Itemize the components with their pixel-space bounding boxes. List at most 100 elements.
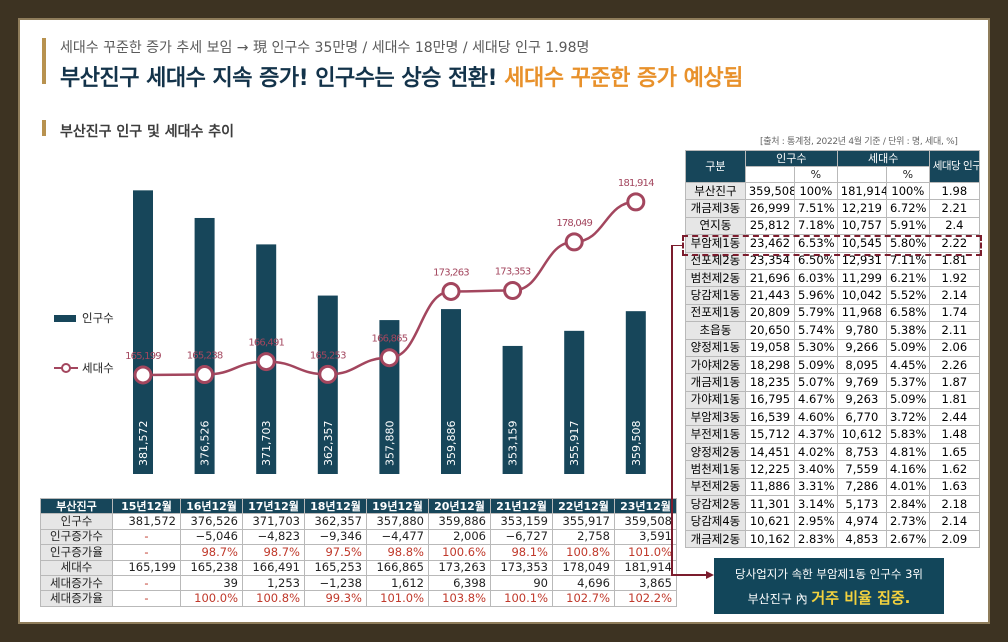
district-cell: 8,753 [836,442,887,462]
district-name: 가야제1동 [685,390,746,410]
population-bar-label: 376,526 [199,421,212,467]
table-cell: −9,346 [304,528,367,546]
table-cell: 173,263 [428,559,491,576]
table-cell: - [112,574,181,592]
district-cell: 5.37% [885,373,930,392]
district-cell: 2.4 [928,216,981,236]
district-cell: 4.16% [885,460,930,479]
district-cell: 25,812 [744,216,796,236]
district-cell: 5.80% [885,234,930,253]
table-cell: −1,238 [304,574,367,592]
row-label: 인구증가수 [40,528,113,546]
district-cell: 11,301 [744,495,796,514]
trend-table: 부산진구 15년12월 16년12월 17년12월 18년12월 19년12월 20년12월… [40,497,677,607]
table-cell: 359,886 [428,513,491,530]
district-cell: 4.45% [885,355,930,375]
district-cell: 2.73% [885,512,930,531]
district-cell: 3.40% [794,460,838,479]
district-cell: 11,968 [836,303,887,323]
district-row: 당감제4동 10,621 2.95% 4,974 2.73% 2.14 [685,512,981,531]
table-cell: 2,006 [428,528,491,546]
district-cell: 3.31% [794,477,838,497]
table-cell: 101.0% [366,590,429,607]
district-cell: 4,853 [836,529,887,549]
district-cell: 18,298 [744,355,796,375]
district-cell: 2.67% [885,529,930,549]
population-bar [441,309,461,474]
table-cell: 3,865 [614,574,677,592]
district-cell: 5.09% [794,355,838,375]
district-cell: 7.11% [885,251,930,270]
district-cell: 2.83% [794,529,838,549]
household-point [133,365,153,385]
district-cell: 2.14 [928,512,981,531]
district-row: 부산진구 359,508 100% 181,914 100% 1.98 [685,181,981,201]
table-cell: 98.1% [490,544,553,561]
district-cell: 2.06 [928,338,981,357]
household-point [318,364,338,384]
legend-bar-swatch [54,315,76,322]
district-cell: 6.03% [794,268,838,288]
district-name: 범천제1동 [685,460,746,479]
district-name: 전포제2동 [685,251,746,270]
table-cell: 39 [180,574,243,592]
district-name: 부전제1동 [685,425,746,444]
district-name: 당감제4동 [685,512,746,531]
district-cell: 3.14% [794,495,838,514]
callout-emphasis: 거주 비율 집중. [811,589,911,607]
table-cell: 166,865 [366,559,429,576]
district-row: 초읍동 20,650 5.74% 9,780 5.38% 2.11 [685,321,981,340]
district-name: 양정제2동 [685,442,746,462]
table-row: 세대증가율 -100.0% 100.8% 99.3% 101.0% 103.8% 100.1… [40,590,677,607]
district-cell: 7,286 [836,477,887,497]
table-cell: 90 [490,574,553,592]
district-cell: 26,999 [744,199,796,218]
table-cell: −6,727 [490,528,553,546]
district-cell: 1.65 [928,442,981,462]
household-series-line [142,200,636,377]
callout-line1: 당사업지가 속한 부암제1동 인구수 3위 [735,567,923,581]
district-row: 양정제1동 19,058 5.30% 9,266 5.09% 2.06 [685,338,981,357]
district-name: 연지동 [685,216,746,236]
population-bar [564,330,585,474]
table-cell: 100.8% [552,544,615,561]
district-cell: 9,263 [836,390,887,410]
district-row: 부전제1동 15,712 4.37% 10,612 5.83% 1.48 [685,425,981,444]
connector-arrow [671,245,714,579]
period-header: 20년12월 [428,497,491,515]
district-row: 개금제2동 10,162 2.83% 4,853 2.67% 2.09 [685,529,981,549]
district-row: 부암제1동 23,462 6.53% 10,545 5.80% 2.22 [685,234,981,253]
table-cell: 178,049 [552,559,615,576]
district-row: 당감제2동 11,301 3.14% 5,173 2.84% 2.18 [685,495,981,514]
connector-line [671,245,710,576]
district-name: 범천제2동 [685,268,746,288]
district-name: 부암제1동 [685,234,746,253]
district-cell: 1.63 [928,477,981,497]
population-bar-label: 353,159 [507,421,520,467]
district-row: 범천제2동 21,696 6.03% 11,299 6.21% 1.92 [685,268,981,288]
district-cell: 4.01% [885,477,930,497]
district-cell: 6.53% [794,234,838,253]
population-bar [133,190,153,474]
district-cell: 10,757 [836,216,887,236]
household-point-label: 181,914 [618,178,654,189]
table-cell: −4,477 [366,528,429,546]
district-cell: 5.07% [794,373,838,392]
population-bar [625,311,646,474]
population-bar [502,345,523,474]
district-cell: 11,886 [744,477,796,497]
row-label: 세대증가율 [40,590,113,607]
arrow-head-icon [706,571,714,579]
source-note: [출처 : 통계청, 2022년 4월 기준 / 단위 : 명, 세대, %] [760,137,958,147]
district-cell: 20,650 [744,321,796,340]
district-cell: 2.44 [928,408,981,427]
district-cell: 5.52% [885,286,930,305]
district-cell: 19,058 [744,338,796,357]
district-name: 초읍동 [685,321,746,340]
district-cell: 9,780 [836,321,887,340]
table-cell: −4,823 [242,528,305,546]
household-point [379,348,399,368]
content-panel: 세대수 꾸준한 증가 추세 보임 → 現 인구수 35만명 / 세대수 18만명… [18,18,990,624]
district-cell: 1.98 [928,181,981,201]
headline-highlight: 세대수 꾸준한 증가 예상됨 [504,66,743,91]
